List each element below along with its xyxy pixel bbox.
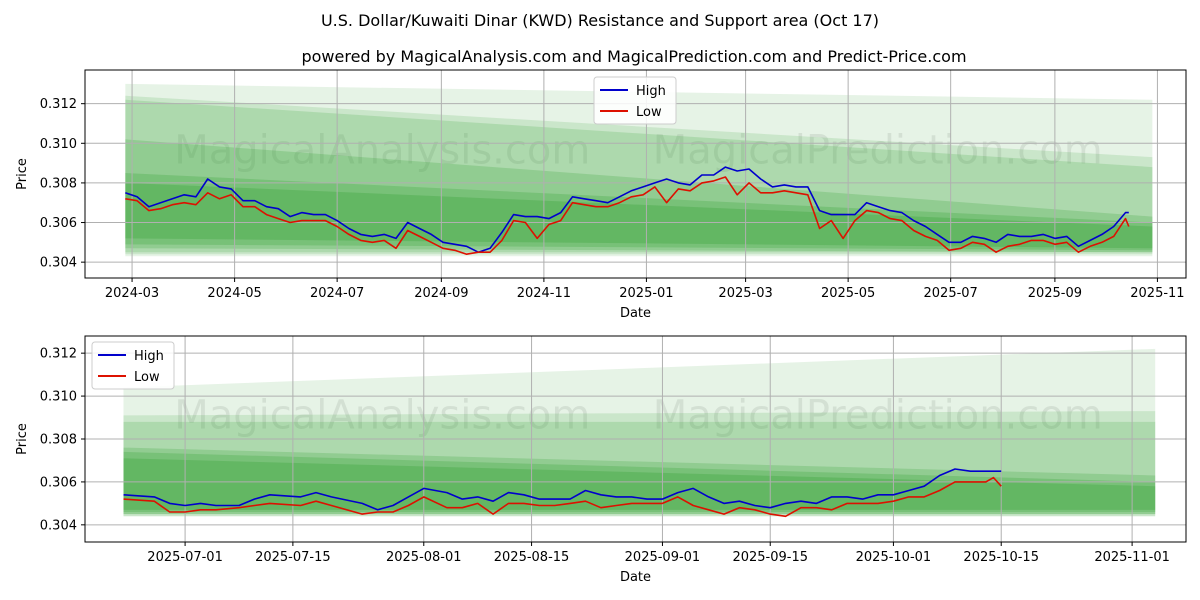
chart-title: U.S. Dollar/Kuwaiti Dinar (KWD) Resistan… [321, 11, 879, 30]
series-lines [123, 468, 1002, 518]
x-tick-label: 2025-05 [821, 286, 875, 301]
x-tick-label: 2025-01 [619, 286, 673, 301]
bottom-chart-panel: MagicalAnalysis.com MagicalPrediction.com… [15, 335, 1187, 585]
grid [85, 336, 1186, 542]
legend: High Low [91, 341, 175, 390]
series-lines [125, 166, 1130, 255]
x-tick-label: 2025-10-01 [856, 550, 932, 565]
watermark-text: MagicalPrediction.com [653, 128, 1103, 174]
band-layer [123, 447, 1156, 515]
y-tick-label: 0.310 [40, 390, 77, 405]
x-tick-label: 2025-09-01 [625, 550, 701, 565]
x-axis-label: Date [620, 306, 651, 321]
y-tick-label: 0.308 [40, 433, 77, 448]
x-axis-label: Date [620, 570, 651, 585]
y-tick-label: 0.312 [40, 97, 77, 112]
x-tick-label: 2024-09 [414, 286, 468, 301]
band-layer [125, 182, 1153, 249]
band-layer [123, 411, 1156, 517]
x-tick-label: 2025-07-01 [147, 550, 223, 565]
band-layer [125, 95, 1153, 255]
chart-subtitle: powered by MagicalAnalysis.com and Magic… [301, 47, 966, 66]
x-tick-label: 2025-08-15 [494, 550, 570, 565]
legend-label-low: Low [134, 370, 160, 385]
x-axis: 2024-03 2024-05 2024-07 2024-09 2024-11 2025-… [105, 278, 1185, 321]
y-tick-label: 0.304 [40, 256, 77, 271]
series-high-line [125, 166, 1129, 253]
legend-label-high: High [636, 84, 666, 99]
watermark: MagicalAnalysis.com MagicalPrediction.com [174, 393, 1102, 439]
series-high-line [123, 468, 1002, 511]
watermark-text: MagicalAnalysis.com [174, 393, 590, 439]
series-low-line [125, 176, 1130, 255]
legend-label-low: Low [636, 105, 662, 120]
x-tick-label: 2025-09-15 [732, 550, 808, 565]
x-tick-label: 2025-09 [1028, 286, 1082, 301]
watermark-text: MagicalAnalysis.com [174, 128, 590, 174]
axes-frame [84, 69, 1187, 279]
y-tick-label: 0.306 [40, 216, 77, 231]
x-tick-label: 2024-05 [207, 286, 261, 301]
x-tick-label: 2025-03 [718, 286, 772, 301]
top-chart-panel: MagicalAnalysis.com MagicalPrediction.com… [15, 69, 1187, 321]
grid [85, 70, 1186, 278]
band-layer [125, 99, 1153, 253]
band-layer [125, 83, 1153, 257]
watermark: MagicalAnalysis.com MagicalPrediction.com [174, 128, 1102, 174]
x-tick-label: 2024-07 [310, 286, 364, 301]
y-axis-label: Price [15, 423, 30, 455]
x-axis: 2025-07-01 2025-07-15 2025-08-01 2025-08-15… [147, 542, 1170, 585]
legend-label-high: High [134, 349, 164, 364]
band-layer [125, 173, 1153, 251]
x-tick-label: 2025-10-15 [963, 550, 1039, 565]
band-layer [123, 421, 1156, 515]
x-tick-label: 2025-11 [1130, 286, 1184, 301]
y-tick-label: 0.304 [40, 518, 77, 533]
x-tick-label: 2025-07 [924, 286, 978, 301]
series-low-line [123, 476, 1002, 518]
y-tick-label: 0.308 [40, 176, 77, 191]
x-tick-label: 2025-07-15 [255, 550, 331, 565]
legend-box [91, 341, 175, 390]
y-tick-label: 0.310 [40, 137, 77, 152]
y-tick-label: 0.312 [40, 347, 77, 362]
x-tick-label: 2025-08-01 [386, 550, 462, 565]
legend: High Low [593, 76, 677, 125]
x-tick-label: 2024-03 [105, 286, 159, 301]
resistance-support-bands [123, 348, 1156, 517]
watermark-text: MagicalPrediction.com [653, 393, 1103, 439]
y-tick-label: 0.306 [40, 475, 77, 490]
y-axis: 0.304 0.306 0.308 0.310 0.312 Price [15, 97, 85, 271]
y-axis-label: Price [15, 158, 30, 190]
band-layer [123, 458, 1156, 510]
x-tick-label: 2024-11 [517, 286, 571, 301]
band-layer [123, 348, 1156, 517]
x-tick-label: 2025-11-01 [1094, 550, 1170, 565]
legend-box [593, 76, 677, 125]
y-axis: 0.304 0.306 0.308 0.310 0.312 Price [15, 347, 85, 533]
